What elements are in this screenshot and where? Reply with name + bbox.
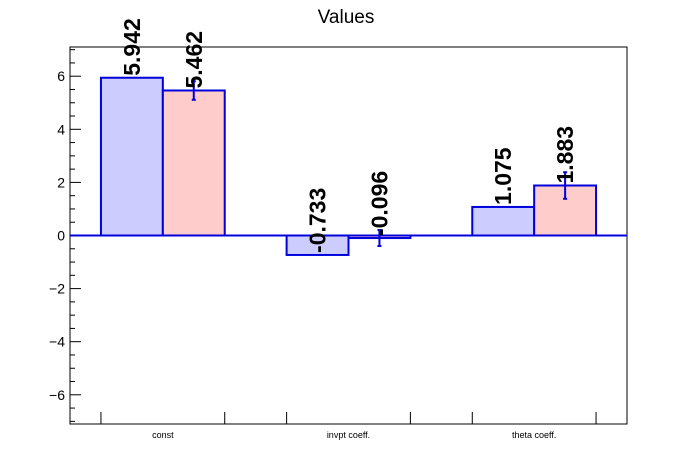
value-label: 5.942 xyxy=(119,18,145,76)
y-tick-label: 2 xyxy=(57,174,65,190)
value-labels: 5.942 -0.733 1.075 5.462 -0.096 1.883 xyxy=(119,18,578,253)
bar xyxy=(471,205,536,237)
y-tick-label: −4 xyxy=(49,334,65,350)
y-axis: −6 −4 −2 0 2 4 6 xyxy=(49,49,81,422)
x-category-label: invpt coeff. xyxy=(327,430,370,440)
x-axis: const invpt coeff. theta coeff. xyxy=(100,412,597,440)
value-label: -0.733 xyxy=(305,188,331,253)
y-tick-label: 4 xyxy=(57,121,65,137)
x-category-label: const xyxy=(152,430,174,440)
error-bars xyxy=(191,80,568,248)
bar xyxy=(161,89,226,237)
y-tick-label: −2 xyxy=(49,281,65,297)
bars xyxy=(99,76,598,256)
y-tick-label: 0 xyxy=(57,228,65,244)
value-label: 1.075 xyxy=(490,147,516,205)
y-tick-label: 6 xyxy=(57,68,65,84)
value-label: -0.096 xyxy=(366,171,392,236)
x-category-label: theta coeff. xyxy=(512,430,556,440)
bar xyxy=(99,76,164,237)
chart-title: Values xyxy=(318,7,375,28)
value-label: 5.462 xyxy=(181,31,207,89)
value-label: 1.883 xyxy=(552,126,578,184)
y-tick-label: −6 xyxy=(49,387,65,403)
